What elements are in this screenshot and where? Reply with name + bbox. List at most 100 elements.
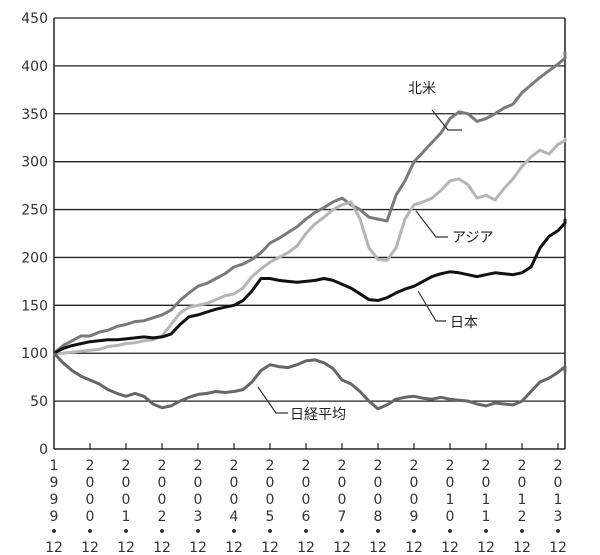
- x-tick-label: 0: [446, 509, 455, 525]
- x-tick-label: •: [554, 524, 562, 540]
- x-tick-label: •: [266, 524, 274, 540]
- x-tick-label: 12: [45, 540, 63, 555]
- series-label: 北米: [408, 81, 436, 97]
- x-tick-label: 1: [482, 509, 491, 525]
- x-tick-label: 0: [86, 475, 95, 491]
- x-tick-label: 6: [302, 509, 311, 525]
- x-axis: 1999•122000•122001•122002•122003•122004•…: [45, 443, 567, 555]
- x-tick-label: 0: [86, 509, 95, 525]
- x-tick-label: 2: [230, 458, 239, 474]
- y-tick-label: 350: [21, 107, 48, 123]
- y-tick-label: 450: [21, 11, 48, 27]
- series-label: 日経平均: [290, 407, 346, 423]
- series-line-北米: [53, 51, 567, 355]
- x-tick-label: 9: [50, 475, 59, 491]
- x-tick-label: 12: [225, 540, 243, 555]
- series-line-アジア: [54, 137, 567, 355]
- x-tick-label: 1: [482, 492, 491, 508]
- x-tick-label: •: [50, 524, 58, 540]
- x-tick-label: 0: [266, 475, 275, 491]
- x-tick-label: 0: [194, 475, 203, 491]
- series-label: 日本: [450, 315, 478, 331]
- x-tick-label: •: [302, 524, 310, 540]
- x-tick-label: 0: [302, 475, 311, 491]
- x-tick-label: 12: [477, 540, 495, 555]
- x-tick-label: 4: [230, 509, 239, 525]
- x-tick-label: 0: [122, 492, 131, 508]
- x-tick-label: 0: [446, 475, 455, 491]
- x-tick-label: •: [518, 524, 526, 540]
- series-line-日本: [53, 219, 567, 355]
- leader-line: [257, 386, 288, 414]
- y-tick-label: 250: [21, 203, 48, 219]
- y-tick-label: 0: [39, 442, 48, 458]
- leader-line: [417, 290, 446, 322]
- x-tick-label: 2: [122, 458, 131, 474]
- x-tick-label: 1: [446, 492, 455, 508]
- x-tick-label: 0: [230, 475, 239, 491]
- y-tick-label: 50: [30, 394, 48, 410]
- x-tick-label: 3: [194, 509, 203, 525]
- x-tick-label: •: [446, 524, 454, 540]
- x-tick-label: 2: [482, 458, 491, 474]
- x-tick-label: 2: [338, 458, 347, 474]
- x-tick-label: 2: [194, 458, 203, 474]
- x-tick-label: 0: [410, 492, 419, 508]
- x-tick-label: 12: [189, 540, 207, 555]
- x-tick-label: 2: [158, 458, 167, 474]
- x-tick-label: 8: [374, 509, 383, 525]
- x-tick-label: •: [230, 524, 238, 540]
- x-tick-label: 2: [410, 458, 419, 474]
- x-tick-label: 5: [266, 509, 275, 525]
- x-tick-label: 2: [446, 458, 455, 474]
- y-tick-label: 300: [21, 155, 48, 171]
- x-tick-label: 7: [338, 509, 347, 525]
- x-tick-label: 0: [482, 475, 491, 491]
- y-tick-label: 100: [21, 346, 48, 362]
- x-tick-label: 9: [50, 492, 59, 508]
- x-tick-label: 3: [554, 509, 563, 525]
- x-tick-label: 0: [86, 492, 95, 508]
- x-tick-label: 2: [302, 458, 311, 474]
- x-tick-label: 0: [338, 475, 347, 491]
- series-lines: [52, 51, 567, 411]
- x-tick-label: •: [122, 524, 130, 540]
- gridlines: [54, 17, 565, 402]
- x-tick-label: 9: [50, 509, 59, 525]
- x-tick-label: 2: [266, 458, 275, 474]
- y-tick-label: 400: [21, 59, 48, 75]
- x-tick-label: 1: [50, 458, 59, 474]
- x-tick-label: 0: [374, 492, 383, 508]
- x-tick-label: •: [482, 524, 490, 540]
- x-tick-label: 0: [122, 475, 131, 491]
- x-tick-label: 12: [333, 540, 351, 555]
- leader-line: [415, 210, 448, 238]
- x-tick-label: •: [374, 524, 382, 540]
- x-tick-label: 0: [518, 475, 527, 491]
- x-tick-label: 12: [549, 540, 567, 555]
- x-tick-label: 0: [554, 475, 563, 491]
- x-tick-label: 1: [518, 492, 527, 508]
- x-tick-label: •: [194, 524, 202, 540]
- x-tick-label: •: [158, 524, 166, 540]
- x-tick-label: •: [86, 524, 94, 540]
- x-tick-label: 0: [410, 475, 419, 491]
- x-tick-label: 1: [122, 509, 131, 525]
- x-tick-label: 12: [297, 540, 315, 555]
- x-tick-label: 12: [405, 540, 423, 555]
- x-tick-label: 1: [554, 492, 563, 508]
- x-tick-label: 0: [158, 475, 167, 491]
- x-tick-label: •: [410, 524, 418, 540]
- leader-line: [431, 109, 462, 131]
- x-tick-label: 12: [369, 540, 387, 555]
- x-tick-label: 0: [230, 492, 239, 508]
- x-tick-label: 12: [513, 540, 531, 555]
- x-tick-label: 0: [266, 492, 275, 508]
- x-tick-label: 0: [194, 492, 203, 508]
- x-tick-label: 9: [410, 509, 419, 525]
- x-tick-label: 12: [261, 540, 279, 555]
- x-tick-label: 2: [158, 509, 167, 525]
- x-tick-label: 0: [302, 492, 311, 508]
